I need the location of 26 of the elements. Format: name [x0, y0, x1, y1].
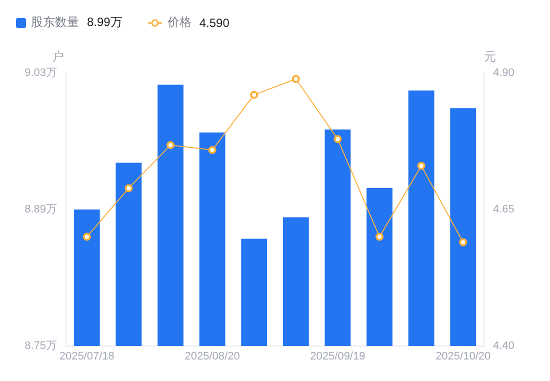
y2-tick-label: 4.90: [493, 67, 514, 80]
x-tick-label: 2025/10/20: [436, 350, 491, 363]
point: [417, 162, 426, 170]
x-tick-label: 2025/07/18: [59, 350, 114, 363]
point: [124, 184, 133, 192]
x-tick-label: 2025/08/20: [184, 350, 240, 363]
y-tick-label: 9.03万: [24, 67, 57, 80]
text: 8.99万: [87, 14, 122, 31]
y-tick-label: 8.75万: [24, 340, 57, 352]
y-tick-label: 8.89万: [24, 204, 57, 216]
point: [376, 232, 384, 241]
point: [292, 75, 300, 84]
y2-axis-title: 元: [484, 49, 496, 64]
y2-tick-label: 4.40: [493, 340, 514, 352]
x-tick-label: 2025/09/19: [310, 350, 366, 363]
y-axis-title: 户: [52, 49, 64, 64]
point: [82, 232, 91, 241]
point: [208, 146, 216, 154]
point: [459, 238, 468, 246]
point: [334, 135, 342, 144]
point: [166, 141, 174, 150]
y2-tick-label: 4.65: [493, 204, 514, 216]
point: [250, 90, 258, 99]
legend-label: 股东数量: [31, 14, 79, 31]
legend-label: 价格: [167, 14, 192, 31]
text: 4.590: [199, 16, 230, 30]
